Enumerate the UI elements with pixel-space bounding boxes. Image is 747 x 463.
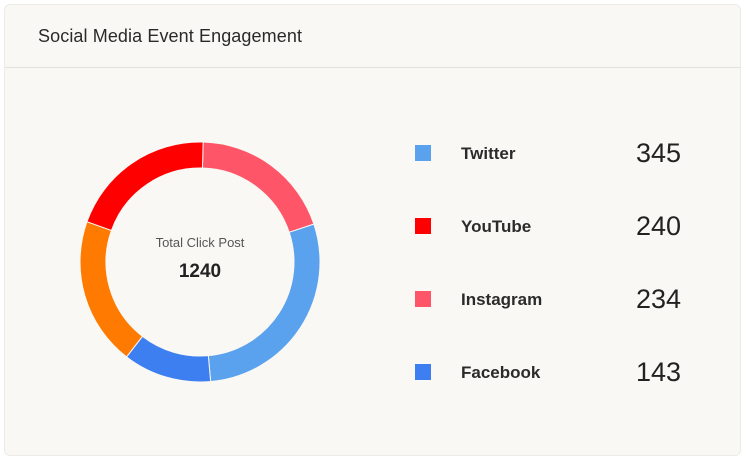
legend-value-instagram: 234 (635, 284, 681, 314)
legend-row-twitter[interactable]: Twitter 345 (415, 135, 695, 208)
legend-row-instagram[interactable]: Instagram 234 (415, 281, 695, 354)
donut-svg (79, 141, 321, 383)
legend-row-facebook[interactable]: Facebook 143 (415, 354, 695, 427)
legend-swatch-instagram (415, 291, 431, 307)
card-title: Social Media Event Engagement (38, 25, 303, 46)
legend-swatch-youtube (415, 218, 431, 234)
legend-value-twitter: 345 (635, 138, 681, 168)
legend-value-youtube: 240 (635, 211, 681, 241)
legend-swatch-twitter (415, 145, 431, 161)
card-header: Social Media Event Engagement (5, 5, 740, 68)
legend-label-facebook: Facebook (461, 363, 541, 382)
donut-center: Total Click Post 1240 (77, 139, 323, 385)
center-label: Total Click Post (155, 235, 245, 250)
donut-segment-4[interactable] (86, 141, 204, 232)
legend: Twitter 345 YouTube 240 Instagram 234 Fa… (415, 135, 695, 427)
legend-label-instagram: Instagram (461, 290, 543, 309)
donut-chart: Total Click Post 1240 (77, 139, 323, 385)
legend-swatch-facebook (415, 364, 431, 380)
legend-label-twitter: Twitter (461, 144, 516, 163)
center-value: 1240 (178, 261, 222, 282)
engagement-card: Social Media Event Engagement Total Clic… (4, 4, 741, 456)
legend-label-youtube: YouTube (461, 217, 532, 236)
legend-row-youtube[interactable]: YouTube 240 (415, 208, 695, 281)
legend-value-facebook: 143 (635, 357, 681, 387)
